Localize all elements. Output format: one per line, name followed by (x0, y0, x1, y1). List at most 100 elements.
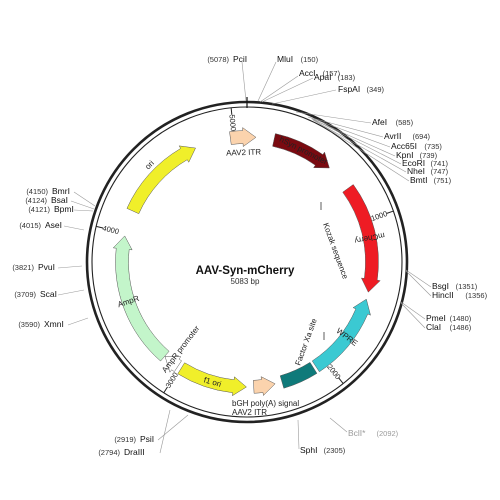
site-position: (751) (434, 176, 452, 185)
hsyn-promoter-label: hSyn promoter (278, 135, 329, 167)
site-name: NheI (407, 166, 425, 176)
site-clai: ClaI (1486) (400, 302, 472, 332)
ampr-promoter-arc (164, 356, 182, 373)
site-name: MluI (277, 54, 293, 64)
site-position: (694) (413, 132, 431, 141)
site-pvui: PvuI (3821) (12, 262, 83, 272)
site-leader (329, 417, 348, 433)
site-position: (183) (338, 73, 356, 82)
site-name: BpmI (54, 204, 74, 214)
site-position: (4121) (28, 205, 50, 214)
site-leader (57, 265, 83, 269)
site-ecori: EcoRI (741) (312, 118, 449, 168)
hsyn-promoter-arc (272, 133, 330, 169)
site-name: ClaI (426, 322, 441, 332)
tick-3000 (163, 386, 168, 394)
site-name: Acc65I (391, 141, 417, 151)
tick-label-1000: 1000 (370, 209, 389, 223)
site-leader (312, 118, 402, 165)
site-position: (741) (431, 159, 449, 168)
site-position: (1486) (450, 323, 472, 332)
bgh-polya-arc (279, 362, 318, 389)
tick-label-5000: 5000 (227, 114, 238, 132)
site-leader (400, 302, 426, 329)
site-name: ApaI (314, 72, 332, 82)
site-name: DraIII (124, 447, 145, 457)
site-pmei: PmeI (1480) (400, 301, 472, 323)
site-hincii: HincII (1356) (405, 270, 488, 300)
site-bpmi: BpmI (4121) (28, 204, 94, 214)
site-name: PmeI (426, 313, 446, 323)
site-name: EcoRI (402, 158, 425, 168)
site-leader (73, 191, 96, 207)
site-leader (67, 317, 89, 326)
site-sphi: SphI (2305) (297, 419, 346, 455)
site-position: (2092) (377, 429, 399, 438)
site-leader (241, 61, 247, 102)
site-leader (159, 409, 171, 454)
site-name: BsgI (432, 281, 449, 291)
site-position: (735) (424, 142, 442, 151)
f1-ori-arc (177, 362, 247, 397)
site-name: AccI (299, 68, 316, 78)
aav2-itr-top-label: AAV2 ITR (226, 148, 261, 158)
site-position: (4015) (19, 221, 41, 230)
site-position: (4124) (25, 196, 47, 205)
site-leader (70, 200, 95, 210)
site-name: PvuI (38, 262, 55, 272)
site-scai: ScaI (3709) (14, 289, 85, 299)
site-pcii: PciI (5078) (207, 54, 247, 102)
site-name: AfeI (372, 117, 387, 127)
plasmid-length: 5083 bp (231, 277, 260, 286)
site-leader (313, 119, 410, 182)
site-asei: AseI (4015) (19, 220, 85, 231)
bgh-polya-label: bGH poly(A) signal (232, 399, 299, 408)
site-position: (747) (431, 167, 449, 176)
site-leader (57, 289, 85, 296)
site-name: XmnI (44, 319, 64, 329)
site-leader (73, 209, 94, 212)
site-position: (1356) (465, 291, 487, 300)
site-leader (400, 301, 426, 320)
site-leader (157, 414, 189, 441)
site-leader (271, 89, 337, 105)
site-position: (739) (420, 151, 438, 160)
site-bmri: BmrI (4150) (26, 186, 96, 207)
site-leader (261, 77, 314, 103)
site-bmti: BmtI (751) (313, 119, 452, 185)
site-position: (157) (323, 69, 341, 78)
site-leader (257, 61, 277, 102)
mcherry-arc (342, 184, 381, 293)
site-apai: ApaI (183) (261, 72, 356, 103)
site-position: (3709) (14, 290, 36, 299)
site-bsai: BsaI (4124) (25, 195, 95, 210)
site-leader (312, 119, 407, 173)
site-name: PsiI (140, 434, 154, 444)
site-avrii: AvrII (694) (307, 116, 431, 141)
site-leader (307, 116, 384, 138)
site-kpni: KpnI (739) (311, 118, 438, 160)
kozak-sequence-label: Kozak sequence (321, 222, 350, 281)
site-position: (2919) (114, 435, 136, 444)
wpre-arc (311, 298, 371, 373)
site-position: (3590) (18, 320, 40, 329)
site-name: ScaI (40, 289, 57, 299)
site-leader (63, 225, 85, 231)
site-position: (1480) (450, 314, 472, 323)
site-leader (295, 111, 372, 124)
restriction-sites: PciI (5078) MluI (150) AccI (157)ApaI (183) Fsp… (12, 54, 487, 457)
site-position: (150) (301, 55, 319, 64)
site-psii: PsiI (2919) (114, 414, 189, 444)
tick-2000 (338, 377, 344, 384)
site-position: (585) (396, 118, 414, 127)
site-leader (297, 419, 300, 450)
ori-arc (126, 145, 196, 215)
site-position: (3821) (12, 263, 34, 272)
site-nhei: NheI (747) (312, 119, 449, 176)
site-acci: AccI (157) (259, 68, 341, 103)
tick-5000 (230, 107, 233, 115)
site-acc65i: Acc65I (735) (310, 117, 442, 151)
site-leader (405, 270, 432, 297)
site-name: SphI (300, 445, 318, 455)
